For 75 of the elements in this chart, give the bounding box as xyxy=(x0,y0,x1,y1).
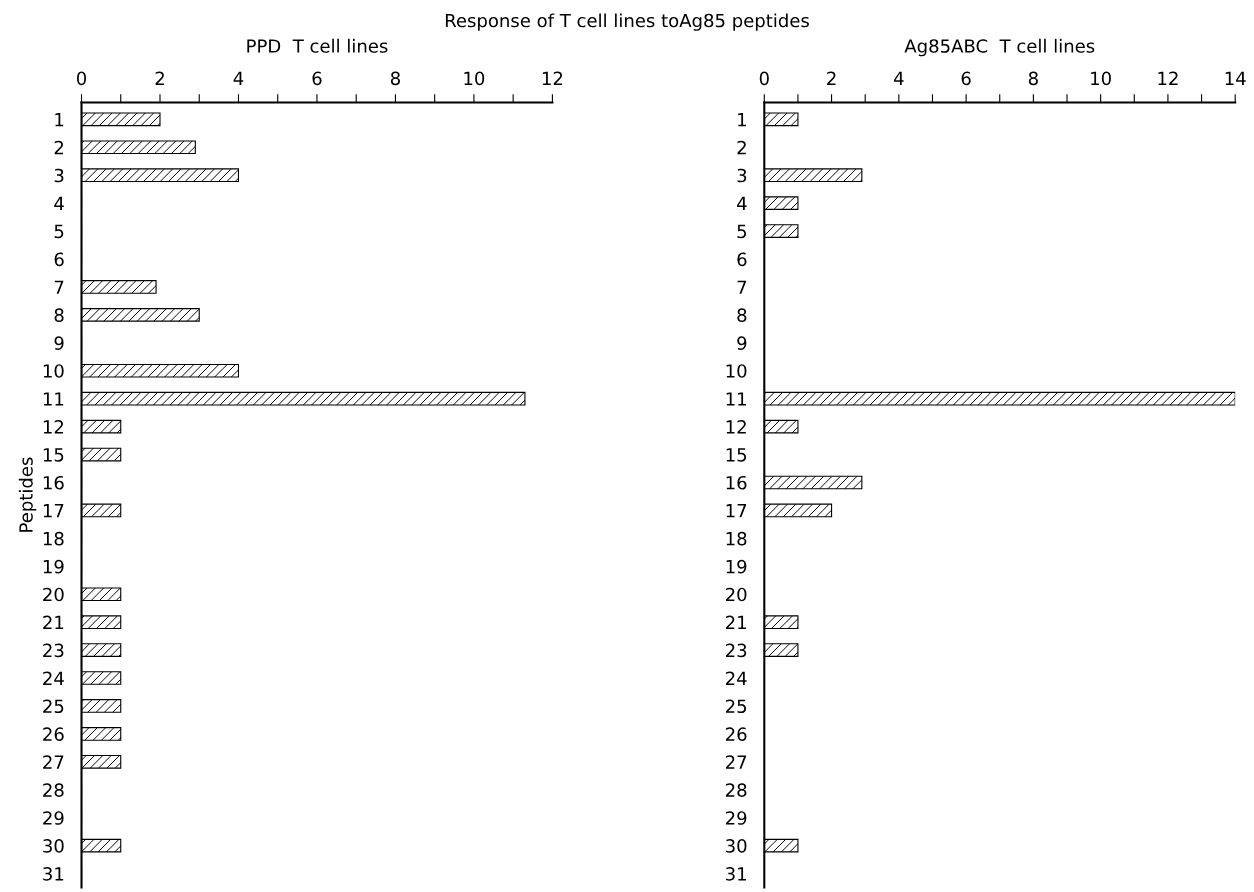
y-tick-label: 3 xyxy=(54,168,64,183)
x-tick-label: 2 xyxy=(827,71,836,85)
x-tick-label: 0 xyxy=(759,71,769,86)
y-tick-label: 15 xyxy=(726,448,747,462)
y-tick-label: 12 xyxy=(726,420,746,434)
y-tick-label: 24 xyxy=(725,671,747,685)
y-tick-label: 17 xyxy=(726,504,747,518)
x-tick-label: 12 xyxy=(1158,71,1178,85)
x-tick-label: 0 xyxy=(76,71,87,86)
y-tick-label: 31 xyxy=(43,867,64,881)
chart-title: Ag85ABC T cell lines xyxy=(904,38,1095,57)
x-tick-label: 10 xyxy=(464,71,485,86)
x-tick-label: 8 xyxy=(1028,71,1038,86)
y-tick-label: 8 xyxy=(737,308,747,322)
y-tick-label: 2 xyxy=(54,140,64,155)
y-axis-title: Peptides xyxy=(18,457,37,532)
y-tick-label: 19 xyxy=(726,559,747,574)
y-tick-label: 19 xyxy=(43,559,64,574)
y-tick-label: 11 xyxy=(726,392,746,406)
y-tick-label: 1 xyxy=(738,113,746,127)
y-tick-label: 16 xyxy=(726,475,747,490)
y-tick-label: 7 xyxy=(737,280,747,294)
y-tick-label: 4 xyxy=(54,196,64,210)
y-tick-label: 5 xyxy=(54,224,64,239)
x-tick-label: 12 xyxy=(542,71,563,85)
y-tick-label: 27 xyxy=(725,755,747,769)
y-tick-label: 30 xyxy=(726,839,747,853)
y-tick-label: 11 xyxy=(43,392,64,406)
x-tick-label: 4 xyxy=(893,71,904,85)
y-tick-label: 27 xyxy=(43,755,64,769)
x-tick-label: 2 xyxy=(155,71,164,85)
y-tick-label: 29 xyxy=(43,811,64,825)
y-tick-label: 3 xyxy=(737,168,747,183)
chart-title: PPD T cell lines xyxy=(247,38,388,53)
y-tick-label: 25 xyxy=(43,699,64,714)
x-tick-label: 8 xyxy=(390,71,400,86)
y-tick-label: 16 xyxy=(43,475,64,490)
y-tick-label: 26 xyxy=(43,727,64,742)
y-tick-label: 10 xyxy=(43,364,64,378)
y-tick-label: 18 xyxy=(726,531,747,546)
x-tick-label: 14 xyxy=(1225,71,1246,85)
y-tick-label: 20 xyxy=(43,587,64,602)
y-tick-label: 6 xyxy=(54,252,64,267)
y-tick-label: 21 xyxy=(43,615,64,630)
y-tick-label: 12 xyxy=(43,420,64,434)
y-tick-label: 4 xyxy=(737,196,747,210)
x-tick-label: 6 xyxy=(312,71,322,86)
y-tick-label: 23 xyxy=(725,643,747,658)
y-tick-label: 24 xyxy=(43,671,64,685)
text: Response of T cell lines toAg85 peptides xyxy=(445,13,809,31)
y-tick-label: 23 xyxy=(43,643,64,658)
x-tick-label: 6 xyxy=(961,71,971,86)
y-tick-label: 30 xyxy=(43,839,64,853)
y-tick-label: 29 xyxy=(725,811,747,825)
y-tick-label: 8 xyxy=(54,308,64,322)
y-tick-label: 1 xyxy=(55,113,64,127)
y-tick-label: 31 xyxy=(726,867,746,881)
y-tick-label: 25 xyxy=(725,699,747,714)
y-tick-label: 28 xyxy=(43,783,64,797)
y-tick-label: 20 xyxy=(725,587,747,602)
y-tick-label: 17 xyxy=(43,504,64,518)
y-tick-label: 10 xyxy=(726,364,747,378)
y-tick-label: 18 xyxy=(43,531,64,546)
y-tick-label: 21 xyxy=(725,615,746,630)
y-tick-label: 28 xyxy=(725,783,747,797)
x-tick-label: 4 xyxy=(233,71,244,85)
y-tick-label: 7 xyxy=(54,280,64,294)
y-tick-label: 9 xyxy=(54,336,64,350)
y-tick-label: 2 xyxy=(737,140,746,155)
x-tick-label: 10 xyxy=(1091,71,1111,86)
y-tick-label: 9 xyxy=(737,336,747,350)
y-tick-label: 26 xyxy=(725,727,747,742)
y-tick-label: 6 xyxy=(737,252,747,267)
y-tick-label: 15 xyxy=(43,448,64,462)
y-tick-label: 5 xyxy=(737,224,747,239)
